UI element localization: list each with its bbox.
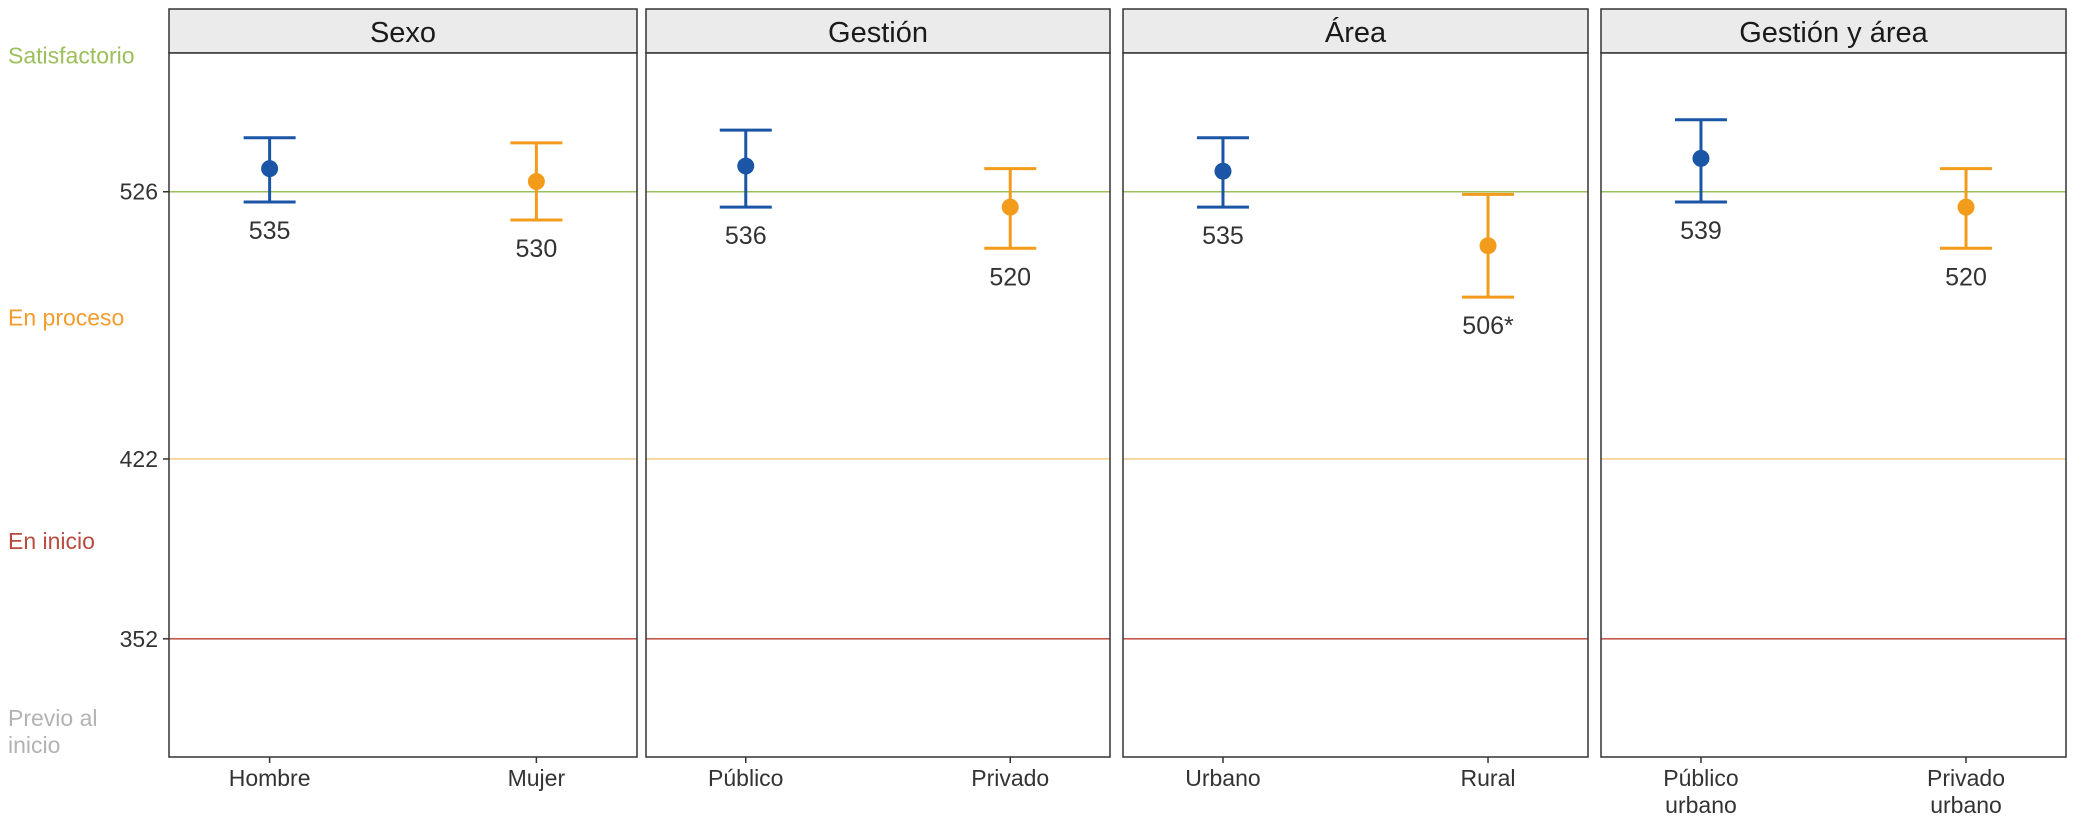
data-point-group: 520: [984, 167, 1037, 291]
panel-1: Sexo 535 Hombre 530 Mujer: [168, 8, 638, 791]
value-label: 506*: [1462, 312, 1514, 340]
data-point: [1479, 237, 1497, 255]
x-tick-label: Privado: [971, 765, 1049, 791]
panel-3: Área 535 Urbano 506* Rural: [1122, 8, 1589, 791]
data-point-group: 539: [1674, 118, 1727, 245]
panel-background: [646, 53, 1110, 757]
y-tick-label-526: 526: [120, 179, 158, 205]
panel-border: [645, 52, 1111, 758]
data-point: [1214, 162, 1232, 180]
y-axis: 526 422 352: [120, 179, 169, 652]
y-tick-label-352: 352: [120, 626, 158, 652]
data-point-group: 535: [243, 136, 296, 245]
band-label-3: En inicio: [8, 528, 95, 554]
panel-background: [169, 53, 637, 757]
x-tick-label: Urbano: [1185, 765, 1260, 791]
data-point-group: 535: [1196, 136, 1249, 250]
value-label: 536: [725, 222, 767, 250]
value-label: 539: [1680, 217, 1722, 245]
band-label-4: Previo al inicio: [8, 705, 97, 758]
panels: Sexo 535 Hombre 530 Mujer Gestión 536 Público 52…: [168, 8, 2067, 818]
value-label: 520: [989, 263, 1031, 291]
band-label-2: En proceso: [8, 304, 124, 330]
value-label: 520: [1945, 263, 1987, 291]
panel-border: [1122, 52, 1589, 758]
data-point: [1957, 198, 1975, 216]
band-labels: Satisfactorio En proceso En inicio Previo a…: [8, 42, 135, 758]
data-point: [1692, 149, 1710, 167]
value-label: 535: [1202, 222, 1244, 250]
panel-title: Gestión: [828, 17, 928, 49]
panel-strip: [1122, 8, 1589, 54]
data-point-group: 506*: [1462, 192, 1515, 340]
x-tick-label: Público urbano: [1663, 765, 1738, 818]
band-label-1: Satisfactorio: [8, 42, 135, 68]
x-tick-label: Hombre: [229, 765, 311, 791]
data-point: [527, 172, 545, 190]
panel-4: Gestión y área 539 Público urbano 520 Privado…: [1600, 8, 2067, 818]
panel-title: Gestión y área: [1739, 17, 1928, 49]
data-point: [737, 157, 755, 175]
y-tick-label-422: 422: [120, 446, 158, 472]
panel-strip: [645, 8, 1111, 54]
data-point: [1001, 198, 1019, 216]
data-point-group: 530: [510, 141, 563, 263]
data-point-group: 520: [1940, 167, 1993, 291]
value-label: 530: [516, 235, 558, 263]
panel-title: Área: [1325, 16, 1387, 49]
panel-background: [1123, 53, 1588, 757]
panel-background: [1601, 53, 2066, 757]
data-point-group: 536: [719, 128, 772, 250]
x-tick-label: Mujer: [508, 765, 566, 791]
x-tick-label: Rural: [1461, 765, 1516, 791]
x-tick-label: Público: [708, 765, 783, 791]
value-label: 535: [249, 217, 291, 245]
panel-strip: [168, 8, 638, 54]
panel-strip: [1600, 8, 2067, 54]
data-point: [261, 160, 279, 178]
panel-border: [1600, 52, 2067, 758]
panel-2: Gestión 536 Público 520 Privado: [645, 8, 1111, 791]
panel-border: [168, 52, 638, 758]
panel-title: Sexo: [370, 17, 436, 49]
x-tick-label: Privado urbano: [1927, 765, 2005, 818]
